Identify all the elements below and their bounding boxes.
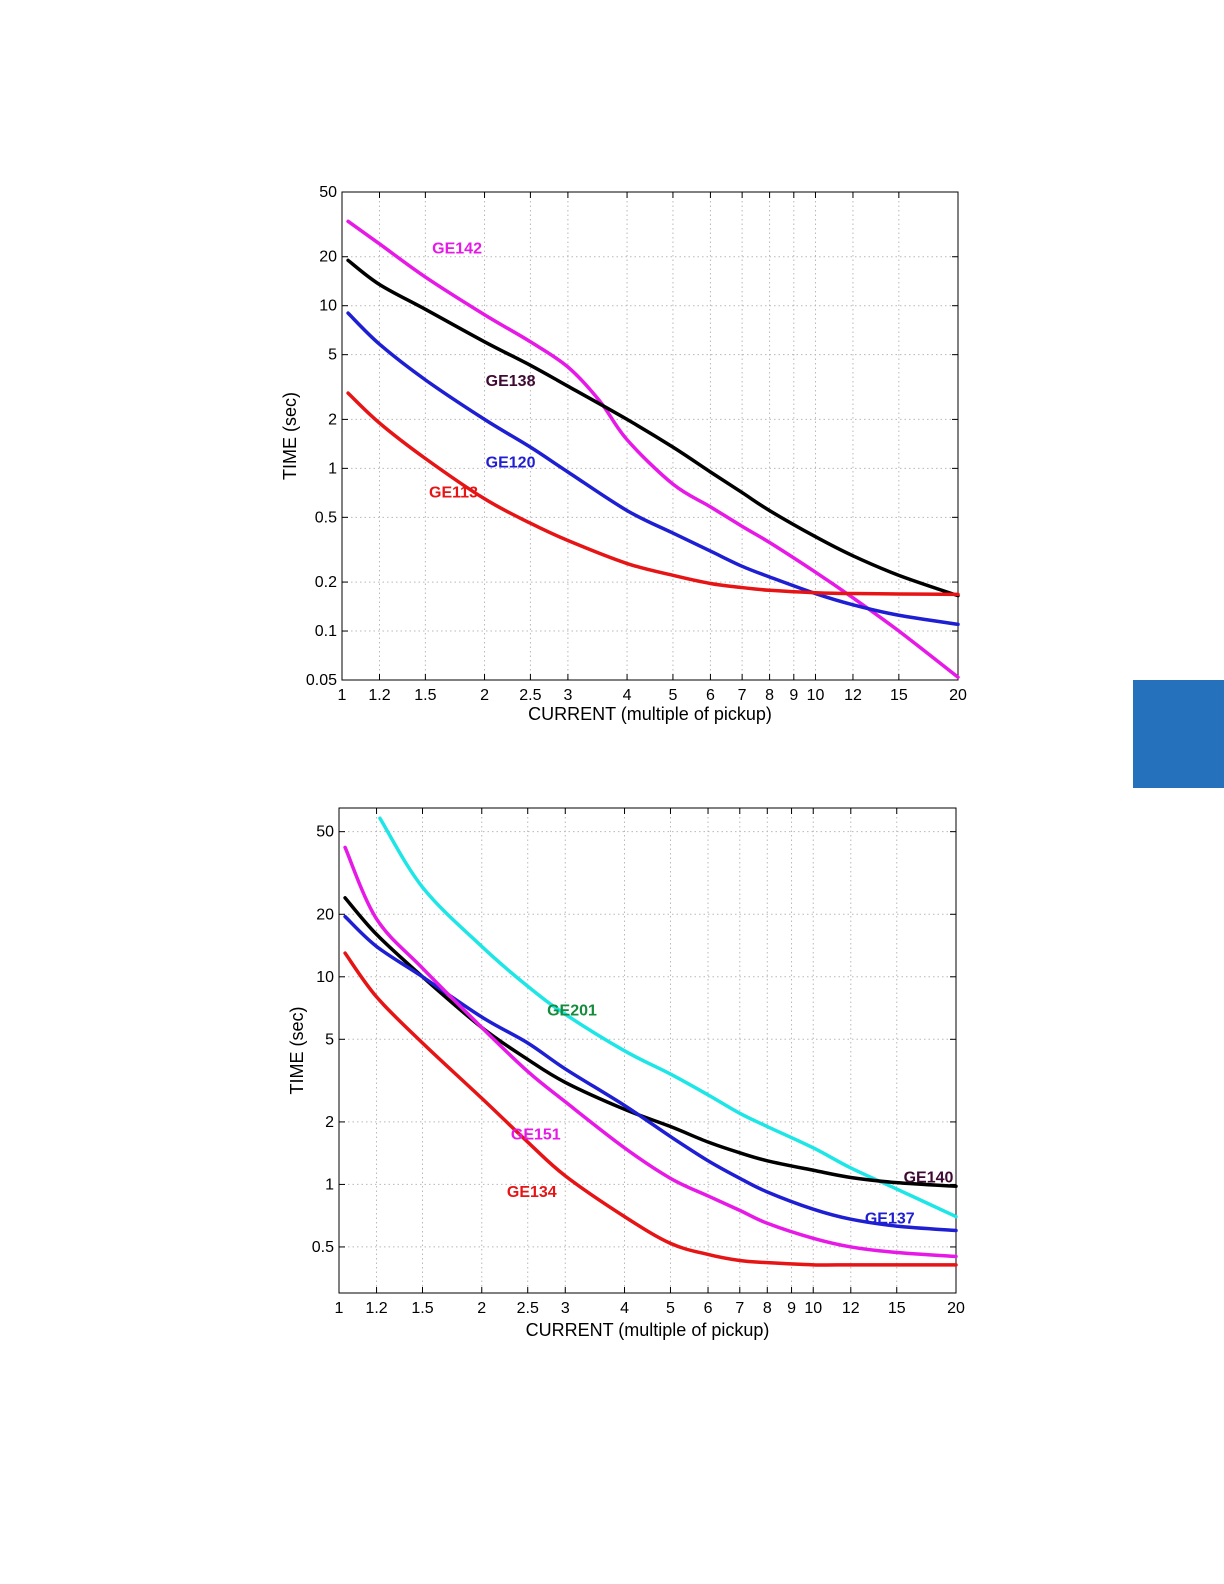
curve-label-ge140: GE140 [904, 1170, 954, 1187]
x-tick-label: 3 [563, 687, 572, 704]
x-tick-label: 15 [890, 687, 908, 704]
x-tick-label: 7 [735, 1300, 744, 1317]
curve-ge120 [346, 311, 960, 627]
curve-ge113 [346, 391, 960, 597]
curve-label-ge201: GE201 [547, 1003, 597, 1020]
curve-label-ge142: GE142 [432, 240, 482, 257]
chart-2: 1 1.2 1.5 2 2.5 3 4 5 6 7 8 9 10 12 15 200.5125102050CU… [287, 807, 965, 1340]
x-tick-label: 1.2 [368, 687, 390, 704]
y-tick-label: 5 [328, 347, 337, 364]
x-tick-label: 6 [706, 687, 715, 704]
curve-label-ge151: GE151 [511, 1126, 561, 1143]
y-tick-label: 2 [325, 1114, 334, 1131]
x-tick-label: 4 [620, 1300, 629, 1317]
x-tick-label: 9 [789, 687, 798, 704]
x-tick-label: 1.2 [365, 1300, 387, 1317]
x-tick-label: 2 [480, 687, 489, 704]
y-axis-title: TIME (sec) [287, 1007, 307, 1095]
curve-ge151 [343, 845, 958, 1259]
x-tick-label: 8 [763, 1300, 772, 1317]
y-tick-label: 20 [316, 906, 334, 923]
y-tick-label: 50 [319, 184, 337, 201]
curve-ge137 [343, 914, 958, 1233]
x-tick-label: 12 [844, 687, 862, 704]
y-tick-label: 0.5 [312, 1239, 334, 1256]
x-tick-label: 10 [807, 687, 825, 704]
x-tick-label: 5 [668, 687, 677, 704]
y-tick-label: 10 [316, 969, 334, 986]
x-tick-label: 1.5 [411, 1300, 433, 1317]
x-tick-label: 6 [704, 1300, 713, 1317]
curve-ge201 [378, 816, 958, 1219]
x-tick-label: 5 [666, 1300, 675, 1317]
y-tick-label: 10 [319, 298, 337, 315]
x-axis-title: CURRENT (multiple of pickup) [526, 1320, 770, 1340]
y-tick-label: 1 [325, 1176, 334, 1193]
x-axis-title: CURRENT (multiple of pickup) [528, 704, 772, 724]
plot-frame [338, 807, 957, 1294]
x-tick-label: 1 [338, 687, 347, 704]
x-tick-label: 3 [561, 1300, 570, 1317]
x-tick-label: 2.5 [517, 1300, 539, 1317]
curve-label-ge120: GE120 [486, 455, 536, 472]
x-tick-label: 1 [335, 1300, 344, 1317]
curve-label-ge113: GE113 [429, 485, 478, 502]
x-tick-label: 10 [804, 1300, 822, 1317]
curve-label-ge137: GE137 [865, 1210, 915, 1227]
x-tick-label: 15 [888, 1300, 906, 1317]
x-tick-label: 12 [842, 1300, 860, 1317]
y-tick-label: 0.5 [315, 509, 337, 526]
curve-label-ge138: GE138 [486, 373, 536, 390]
y-tick-label: 0.05 [306, 672, 337, 689]
x-tick-label: 2.5 [519, 687, 541, 704]
x-tick-label: 7 [738, 687, 747, 704]
x-tick-label: 2 [477, 1300, 486, 1317]
y-tick-label: 1 [328, 460, 337, 477]
y-tick-label: 5 [325, 1031, 334, 1048]
plot-frame [341, 191, 959, 681]
x-tick-label: 20 [949, 687, 967, 704]
y-tick-label: 50 [316, 824, 334, 841]
y-tick-label: 0.1 [315, 623, 337, 640]
chart-1: 1 1.2 1.5 2 2.5 3 4 5 6 7 8 9 10 12 15 200.050.10.20.51… [280, 184, 967, 724]
y-axis-title: TIME (sec) [280, 392, 300, 480]
section-tab-marker [1133, 680, 1224, 788]
x-tick-label: 20 [947, 1300, 965, 1317]
curve-ge142 [346, 219, 960, 679]
curve-ge138 [346, 258, 960, 598]
x-tick-label: 9 [787, 1300, 796, 1317]
x-tick-label: 4 [623, 687, 632, 704]
y-tick-label: 20 [319, 249, 337, 266]
x-tick-label: 8 [765, 687, 774, 704]
x-tick-label: 1.5 [414, 687, 436, 704]
curve-ge134 [343, 951, 958, 1267]
y-tick-label: 2 [328, 411, 337, 428]
y-tick-label: 0.2 [315, 574, 337, 591]
curve-label-ge134: GE134 [507, 1184, 557, 1201]
curve-ge140 [343, 896, 958, 1188]
